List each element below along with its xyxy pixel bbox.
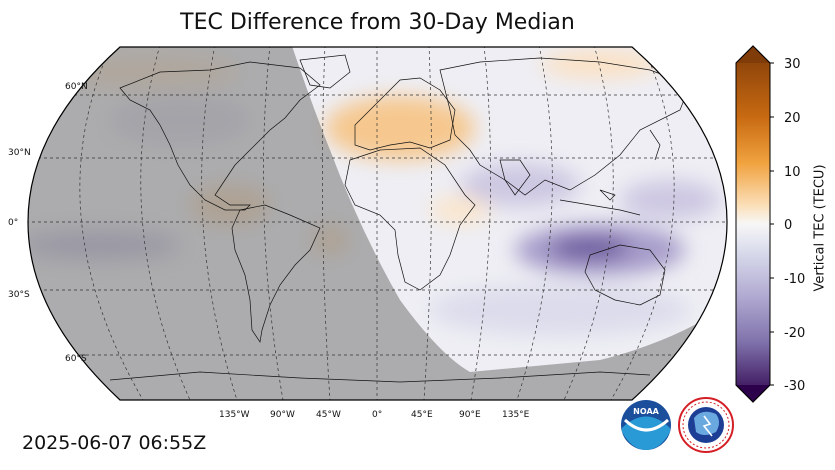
lat-label-60s: 60°S xyxy=(65,354,87,364)
svg-text:NOAA: NOAA xyxy=(633,407,659,416)
lat-label-60n: 60°N xyxy=(65,82,88,92)
lon-label-90e: 90°E xyxy=(459,410,481,420)
map-title: TEC Difference from 30-Day Median xyxy=(180,10,575,35)
colorbar-label: Vertical TEC (TECU) xyxy=(812,164,828,292)
colorbar-tick-20: 20 xyxy=(784,111,801,126)
lat-label-0: 0° xyxy=(8,218,18,228)
lon-label-45e: 45°E xyxy=(411,410,433,420)
lon-label-135w: 135°W xyxy=(219,410,250,420)
lon-label-45w: 45°W xyxy=(316,410,341,420)
lon-label-0: 0° xyxy=(372,410,382,420)
colorbar-tick-neg30: -30 xyxy=(784,379,805,394)
coastlines xyxy=(109,54,691,383)
lon-label-90w: 90°W xyxy=(270,410,295,420)
map-body xyxy=(28,47,727,400)
colorbar-tick-neg10: -10 xyxy=(784,272,805,287)
lat-label-30n: 30°N xyxy=(8,148,31,158)
timestamp: 2025-06-07 06:55Z xyxy=(22,432,207,454)
colorbar-tick-neg20: -20 xyxy=(784,326,805,341)
colorbar-tick-30: 30 xyxy=(784,57,801,72)
colorbar: 30 20 10 0 -10 -20 -30 xyxy=(735,45,805,403)
lat-label-30s: 30°S xyxy=(8,290,30,300)
nws-logo xyxy=(678,397,734,453)
noaa-logo: NOAA xyxy=(621,400,671,450)
colorbar-tick-10: 10 xyxy=(784,165,801,180)
colorbar-tick-0: 0 xyxy=(784,218,792,233)
lon-label-135e: 135°E xyxy=(502,410,530,420)
graticule xyxy=(28,47,727,400)
map-border xyxy=(27,46,728,401)
